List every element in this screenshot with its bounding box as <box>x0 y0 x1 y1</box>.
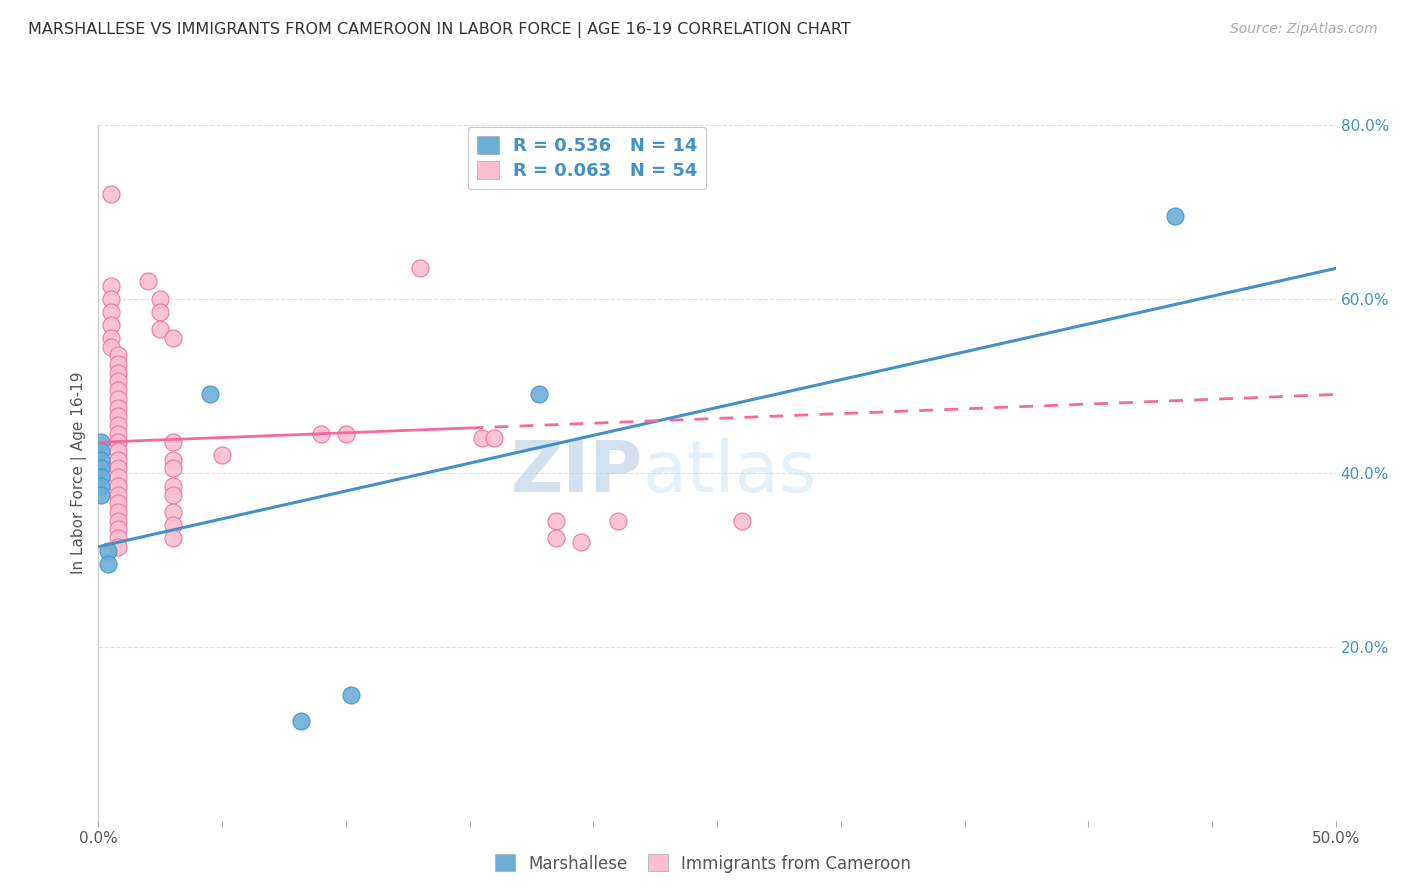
Point <box>290 714 312 728</box>
Point <box>107 383 129 397</box>
Point <box>107 540 129 554</box>
Point <box>107 401 129 415</box>
Point <box>97 544 120 558</box>
Point <box>198 387 221 401</box>
Point <box>1164 209 1187 223</box>
Point <box>107 348 129 362</box>
Point <box>211 448 233 462</box>
Point <box>107 357 129 371</box>
Point <box>607 514 630 528</box>
Point <box>90 470 112 484</box>
Point <box>107 366 129 380</box>
Point <box>100 278 122 293</box>
Text: MARSHALLESE VS IMMIGRANTS FROM CAMEROON IN LABOR FORCE | AGE 16-19 CORRELATION C: MARSHALLESE VS IMMIGRANTS FROM CAMEROON … <box>28 22 851 38</box>
Point <box>107 522 129 536</box>
Point <box>107 409 129 424</box>
Y-axis label: In Labor Force | Age 16-19: In Labor Force | Age 16-19 <box>72 371 87 574</box>
Point <box>162 505 184 519</box>
Point <box>100 318 122 332</box>
Point <box>484 431 506 445</box>
Point <box>471 431 494 445</box>
Point <box>162 517 184 532</box>
Point <box>90 461 112 475</box>
Point <box>546 514 568 528</box>
Point <box>107 392 129 406</box>
Text: atlas: atlas <box>643 438 817 508</box>
Point <box>100 331 122 345</box>
Point <box>731 514 754 528</box>
Point <box>162 479 184 493</box>
Point <box>90 487 112 501</box>
Point <box>107 452 129 467</box>
Point <box>136 274 159 288</box>
Point <box>527 387 550 401</box>
Point <box>107 417 129 432</box>
Point <box>107 531 129 545</box>
Point <box>162 435 184 450</box>
Point <box>107 514 129 528</box>
Point <box>100 292 122 306</box>
Point <box>107 426 129 441</box>
Legend: R = 0.536   N = 14, R = 0.063   N = 54: R = 0.536 N = 14, R = 0.063 N = 54 <box>468 127 706 189</box>
Point <box>309 426 332 441</box>
Point <box>100 305 122 319</box>
Point <box>149 322 172 336</box>
Point <box>107 470 129 484</box>
Point <box>90 479 112 493</box>
Point <box>546 531 568 545</box>
Point <box>107 375 129 389</box>
Text: ZIP: ZIP <box>510 438 643 508</box>
Point <box>149 305 172 319</box>
Point <box>90 452 112 467</box>
Point <box>409 261 432 276</box>
Legend: Marshallese, Immigrants from Cameroon: Marshallese, Immigrants from Cameroon <box>488 847 918 880</box>
Point <box>569 535 592 549</box>
Point <box>107 435 129 450</box>
Point <box>107 461 129 475</box>
Point <box>107 479 129 493</box>
Point <box>97 557 120 571</box>
Point <box>90 444 112 458</box>
Point <box>107 444 129 458</box>
Point <box>100 187 122 202</box>
Point <box>162 452 184 467</box>
Point <box>162 531 184 545</box>
Point <box>100 340 122 354</box>
Text: Source: ZipAtlas.com: Source: ZipAtlas.com <box>1230 22 1378 37</box>
Point <box>162 461 184 475</box>
Point <box>107 496 129 510</box>
Point <box>335 426 357 441</box>
Point <box>149 292 172 306</box>
Point <box>90 435 112 450</box>
Point <box>162 487 184 501</box>
Point <box>340 688 363 702</box>
Point <box>162 331 184 345</box>
Point <box>107 505 129 519</box>
Point <box>107 487 129 501</box>
